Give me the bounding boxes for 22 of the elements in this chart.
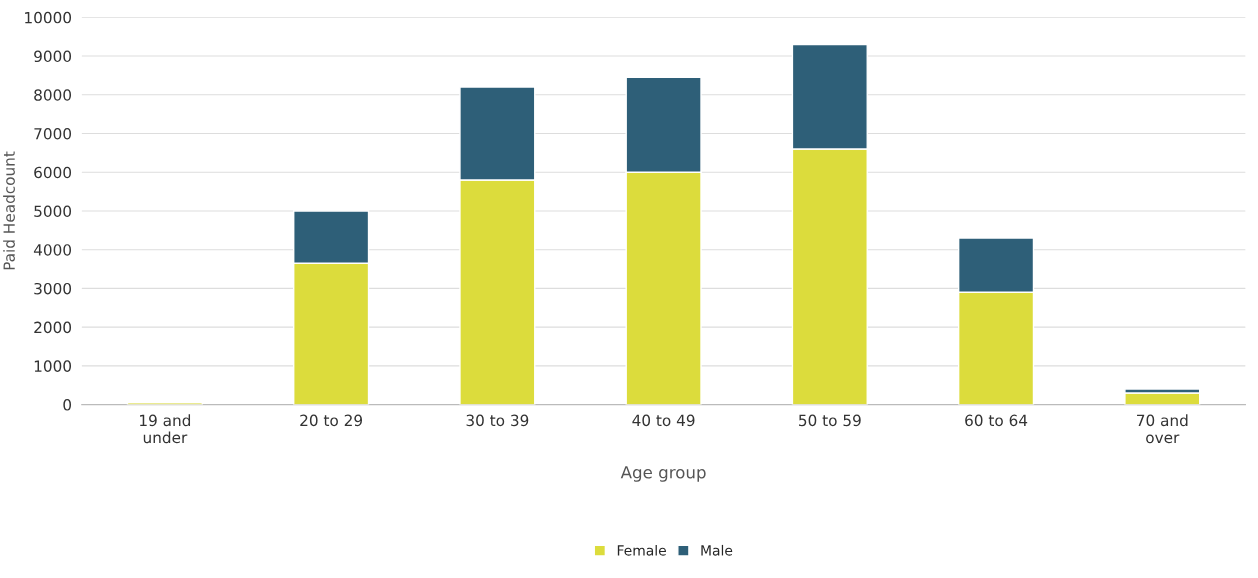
x-tick-label: 19 and under <box>140 414 191 444</box>
y-tick-label: 2000 <box>34 321 72 334</box>
y-tick-label: 9000 <box>34 50 72 63</box>
y-tick-label: 7000 <box>34 127 72 140</box>
y-tick-label: 1000 <box>34 360 72 372</box>
x-tick-label: 40 to 49 <box>632 414 695 427</box>
x-tick-label: 30 to 39 <box>466 414 529 427</box>
y-tick-label: 6000 <box>34 166 72 179</box>
y-tick-label: 8000 <box>34 89 72 101</box>
y-tick-label: 10000 <box>25 11 72 24</box>
y-tick-label: 5000 <box>34 205 72 217</box>
x-tick-label: 70 and over <box>1137 414 1188 444</box>
x-axis-title: Age group <box>620 466 706 482</box>
legend-label: Male <box>701 544 733 556</box>
y-tick-label: 0 <box>63 399 72 411</box>
x-tick-label: 20 to 29 <box>300 414 363 427</box>
y-axis-title: Paid Headcount <box>3 151 15 270</box>
y-tick-label: 3000 <box>34 282 72 295</box>
x-tick-label: 50 to 59 <box>799 414 861 427</box>
legend-label: Female <box>617 544 666 556</box>
x-tick-label: 60 to 64 <box>965 414 1028 427</box>
y-tick-label: 4000 <box>33 244 72 256</box>
